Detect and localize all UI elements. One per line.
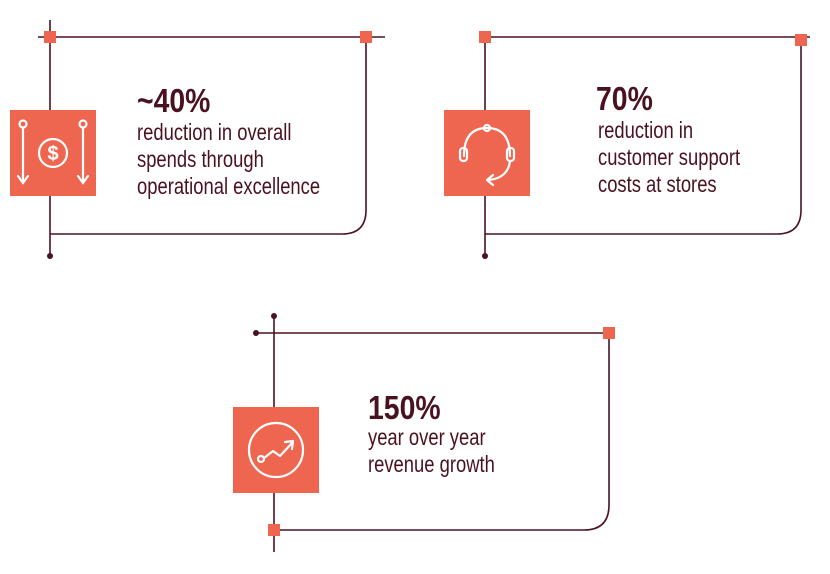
stat-3-line-1: year over year bbox=[368, 424, 486, 450]
stat-3-desc: year over year revenue growth bbox=[368, 424, 495, 478]
stat-1-desc: reduction in overall spends through oper… bbox=[137, 119, 320, 200]
headset-icon bbox=[458, 123, 516, 187]
stat-2-line-1: reduction in bbox=[598, 117, 694, 143]
dollar-arrows-icon: $ bbox=[16, 119, 90, 185]
stat-1-value: ~40% bbox=[137, 82, 211, 119]
card-1-corner-tr bbox=[360, 31, 372, 43]
growth-chart-icon bbox=[247, 421, 305, 479]
stat-1-line-2: spends through bbox=[137, 146, 264, 172]
card-3-frame-right bbox=[274, 333, 610, 531]
svg-text:$: $ bbox=[47, 143, 58, 165]
card-3-dot-top bbox=[271, 313, 277, 319]
dollar-arrows-icon-box: $ bbox=[10, 110, 96, 196]
card-1-frame-right bbox=[50, 37, 367, 235]
stat-2-line-3: costs at stores bbox=[598, 171, 717, 197]
stat-2-line-2: customer support bbox=[598, 144, 741, 170]
stat-card-2: 70% reduction in customer support costs … bbox=[596, 81, 776, 198]
card-2-frame-right bbox=[485, 40, 802, 235]
card-1-dot-bottom bbox=[47, 253, 53, 259]
stat-3-line-2: revenue growth bbox=[368, 451, 495, 477]
stat-card-3: 150% year over year revenue growth bbox=[368, 390, 527, 478]
stat-2-desc: reduction in customer support costs at s… bbox=[598, 117, 740, 198]
card-3-corner-tr bbox=[603, 327, 615, 339]
card-2-dot-bottom bbox=[482, 253, 488, 259]
stat-3-value: 150% bbox=[368, 389, 441, 426]
card-3-corner-bl bbox=[268, 524, 280, 536]
stat-card-1: ~40% reduction in overall spends through… bbox=[137, 83, 366, 200]
growth-chart-icon-box bbox=[233, 407, 319, 493]
card-1-corner-tl bbox=[44, 31, 56, 43]
card-3-dot-left bbox=[253, 330, 259, 336]
stat-1-line-1: reduction in overall bbox=[137, 119, 292, 145]
card-2-corner-tl bbox=[479, 31, 491, 43]
headset-icon-box bbox=[444, 110, 530, 196]
stat-1-line-3: operational excellence bbox=[137, 173, 321, 199]
card-2-corner-tr bbox=[795, 34, 807, 46]
stat-2-value: 70% bbox=[596, 80, 653, 117]
